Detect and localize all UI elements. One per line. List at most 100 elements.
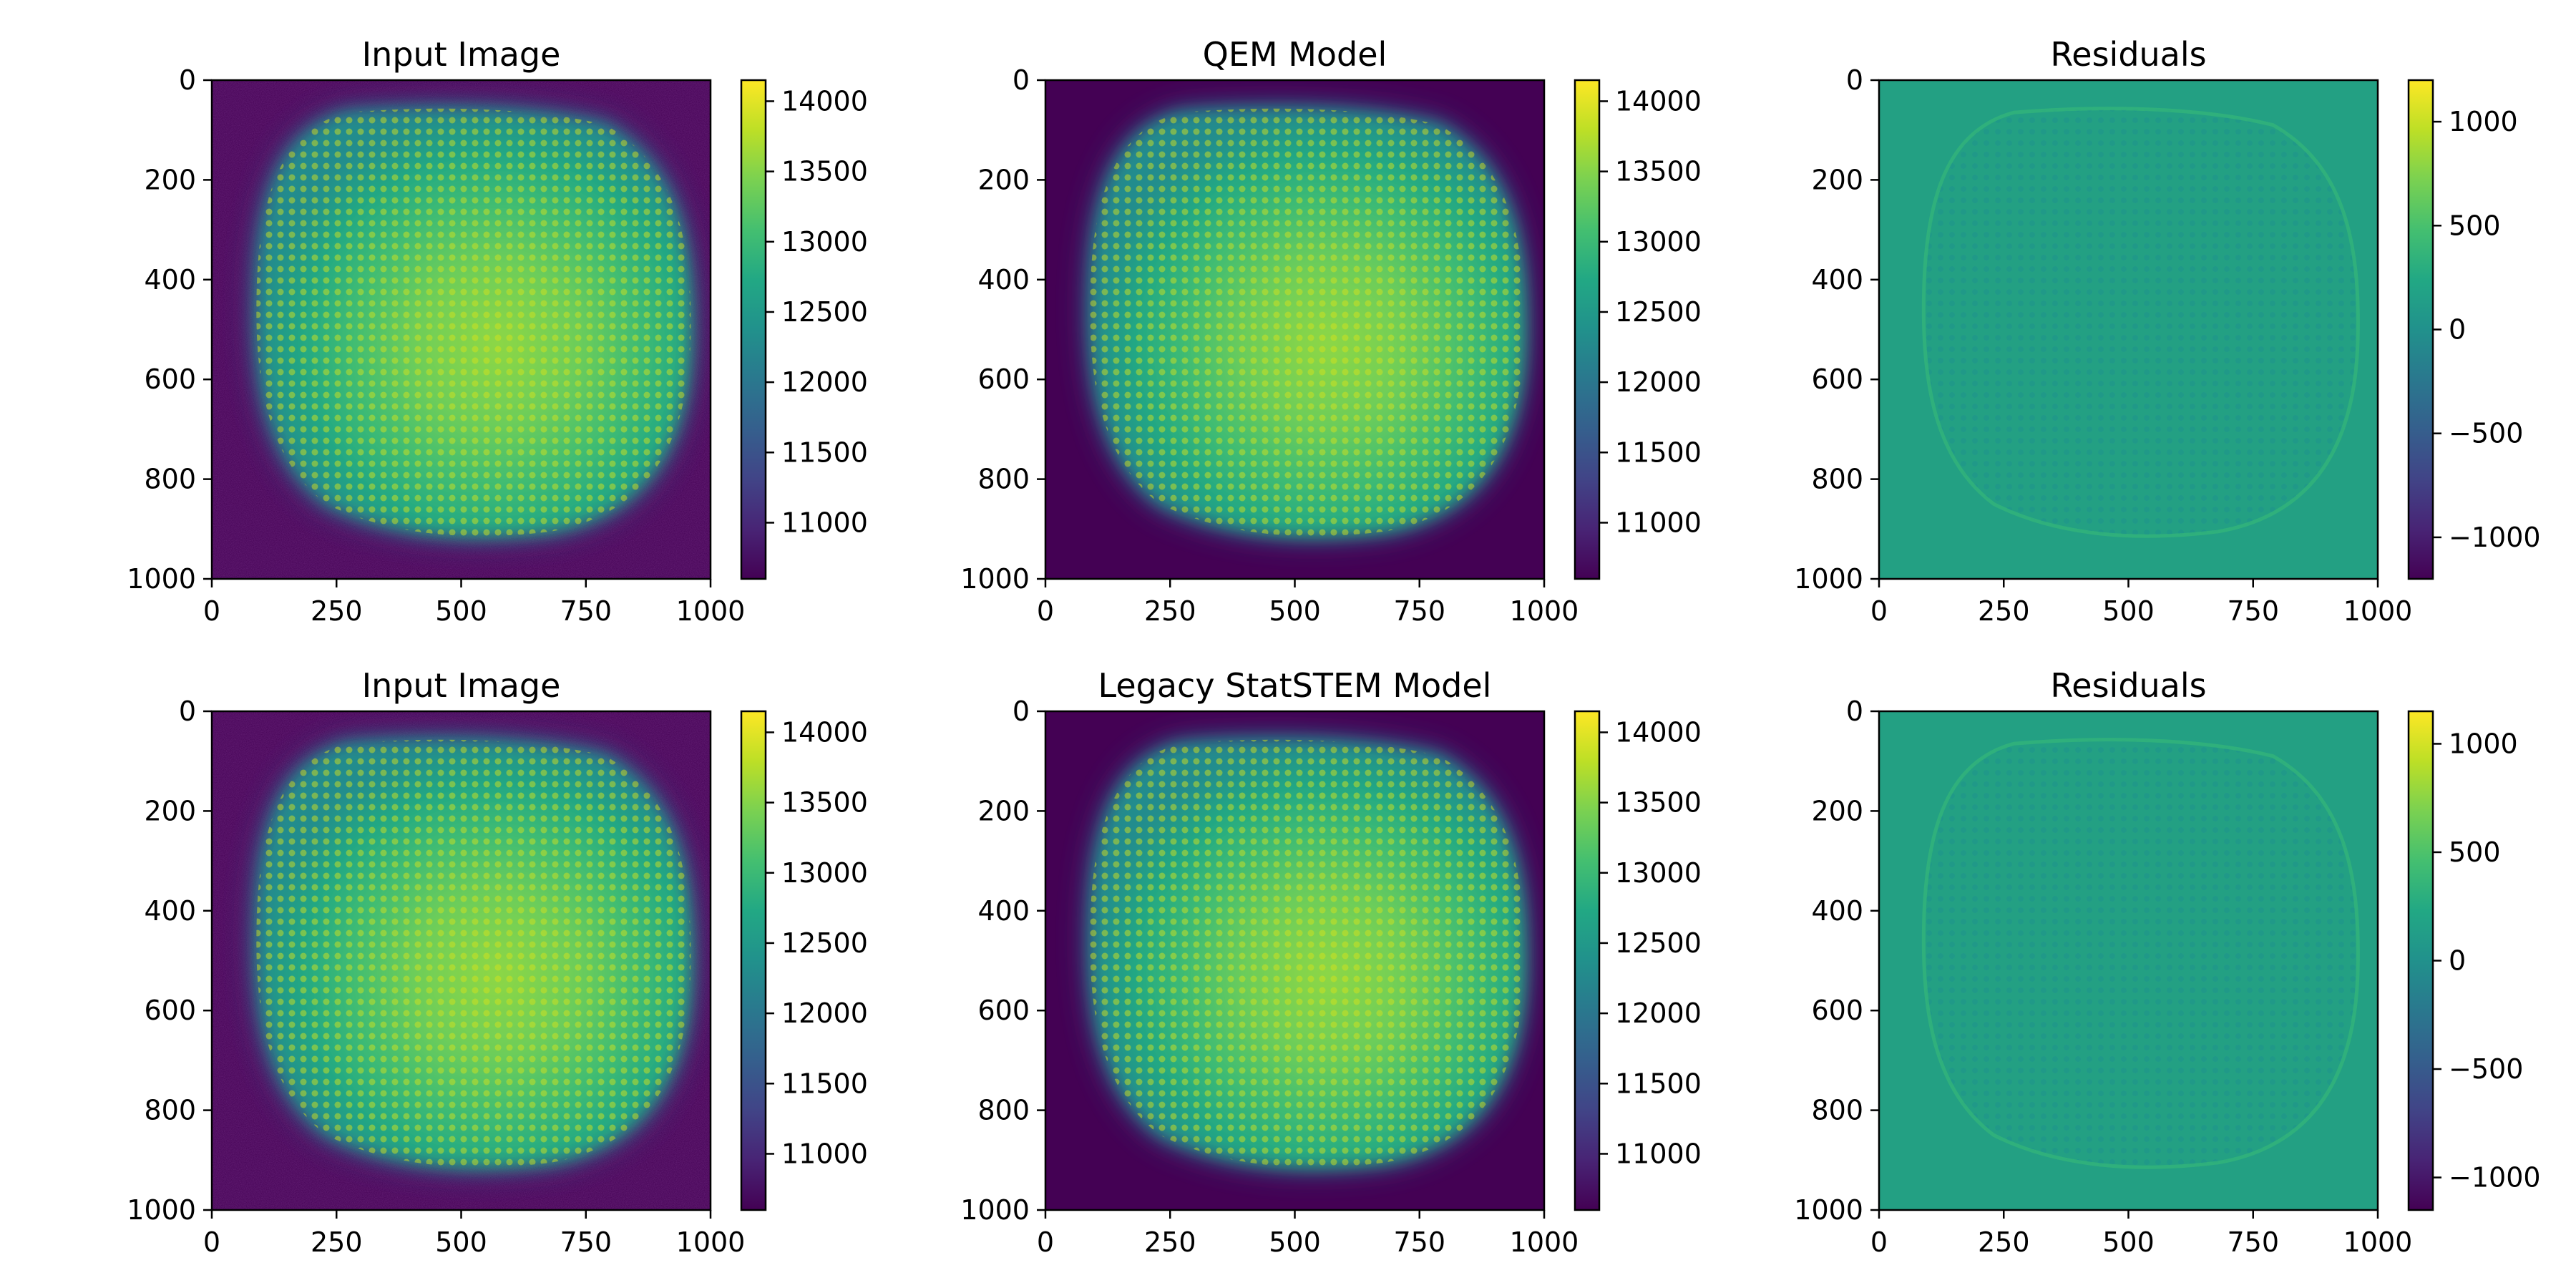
y-tick-label: 0 <box>1846 64 1863 96</box>
colorbar <box>740 79 767 580</box>
x-tick-label: 1000 <box>1510 595 1579 627</box>
x-tick-label: 1000 <box>2343 1226 2413 1258</box>
colorbar-tick-label: 0 <box>2449 945 2466 977</box>
colorbar-tick-label: 13000 <box>781 226 868 258</box>
x-tick-label: 750 <box>560 1226 612 1258</box>
colorbar <box>2407 79 2434 580</box>
x-tick-label: 250 <box>311 595 363 627</box>
x-tick-label: 0 <box>203 1226 220 1258</box>
y-tick-label: 800 <box>144 464 196 495</box>
colorbar-tick-label: 1000 <box>2449 728 2518 759</box>
y-tick-label: 200 <box>977 164 1030 195</box>
colorbar-tick-label: 11500 <box>1615 1068 1702 1099</box>
y-tick-label: 200 <box>1811 164 1863 195</box>
x-tick-label: 1000 <box>676 1226 746 1258</box>
colorbar-tick-label: 14000 <box>781 716 868 748</box>
colorbar-tick-label: 12000 <box>1615 997 1702 1029</box>
colorbar-tick-label: 13500 <box>1615 787 1702 819</box>
y-tick-label: 800 <box>1811 1095 1863 1126</box>
y-tick-label: 400 <box>977 895 1030 927</box>
x-tick-label: 0 <box>1037 1226 1054 1258</box>
y-tick-label: 0 <box>1846 696 1863 727</box>
y-tick-label: 600 <box>144 995 196 1026</box>
colorbar-tick-label: 500 <box>2449 210 2501 241</box>
y-tick-label: 1000 <box>960 1194 1030 1226</box>
x-tick-label: 500 <box>1269 595 1321 627</box>
y-tick-label: 0 <box>1013 64 1030 96</box>
colorbar-tick-label: 13500 <box>1615 156 1702 187</box>
colorbar-tick-label: 1000 <box>2449 106 2518 137</box>
y-tick-label: 400 <box>1811 264 1863 296</box>
y-tick-label: 400 <box>144 264 196 296</box>
x-tick-label: 750 <box>560 595 612 627</box>
y-tick-label: 800 <box>1811 464 1863 495</box>
x-tick-label: 0 <box>1037 595 1054 627</box>
y-tick-label: 0 <box>179 696 196 727</box>
y-tick-label: 200 <box>144 795 196 826</box>
panel-title: Residuals <box>2050 35 2206 74</box>
y-tick-label: 400 <box>144 895 196 927</box>
colorbar-tick-label: 13000 <box>1615 226 1702 258</box>
heatmap-image <box>1879 80 2378 579</box>
y-tick-label: 1000 <box>960 563 1030 595</box>
colorbar-tick-label: 11000 <box>1615 507 1702 538</box>
colorbar-tick-label: 12500 <box>781 296 868 328</box>
y-tick-label: 0 <box>1013 696 1030 727</box>
heatmap-image <box>212 80 711 579</box>
y-tick-label: 1000 <box>1794 563 1863 595</box>
y-tick-label: 800 <box>977 464 1030 495</box>
panel-title: Input Image <box>362 35 561 74</box>
panel-title: Residuals <box>2050 666 2206 705</box>
colorbar-tick-label: 13500 <box>781 787 868 819</box>
x-tick-label: 750 <box>2227 1226 2279 1258</box>
colorbar-tick-label: 11000 <box>781 1138 868 1169</box>
y-tick-label: 0 <box>179 64 196 96</box>
x-tick-label: 0 <box>1870 1226 1888 1258</box>
x-tick-label: 500 <box>2102 1226 2155 1258</box>
x-tick-label: 250 <box>1144 1226 1196 1258</box>
x-tick-label: 500 <box>435 1226 487 1258</box>
y-tick-label: 600 <box>1811 995 1863 1026</box>
y-tick-label: 400 <box>1811 895 1863 927</box>
colorbar <box>2407 710 2434 1211</box>
heatmap-image <box>1045 711 1544 1210</box>
colorbar-tick-label: 12500 <box>1615 296 1702 328</box>
y-tick-label: 200 <box>144 164 196 195</box>
x-tick-label: 250 <box>311 1226 363 1258</box>
y-tick-label: 600 <box>977 364 1030 395</box>
x-tick-label: 500 <box>1269 1226 1321 1258</box>
colorbar-tick-label: −500 <box>2449 1053 2523 1085</box>
colorbar-tick-label: 13000 <box>1615 857 1702 889</box>
colorbar-tick-label: 500 <box>2449 836 2501 868</box>
y-tick-label: 1000 <box>127 1194 196 1226</box>
colorbar-tick-label: 12000 <box>781 366 868 398</box>
colorbar-tick-label: 14000 <box>1615 85 1702 117</box>
panel-title: Legacy StatSTEM Model <box>1098 666 1492 705</box>
panel-title: QEM Model <box>1203 35 1387 74</box>
x-tick-label: 1000 <box>1510 1226 1579 1258</box>
colorbar-tick-label: −1000 <box>2449 1162 2541 1194</box>
y-tick-label: 600 <box>144 364 196 395</box>
colorbar-tick-label: 0 <box>2449 314 2466 346</box>
colorbar-tick-label: 12000 <box>1615 366 1702 398</box>
x-tick-label: 750 <box>1393 1226 1445 1258</box>
y-tick-label: 200 <box>1811 795 1863 826</box>
panel-title: Input Image <box>362 666 561 705</box>
y-tick-label: 800 <box>977 1095 1030 1126</box>
colorbar-tick-label: 13000 <box>781 857 868 889</box>
x-tick-label: 0 <box>1870 595 1888 627</box>
colorbar-tick-label: 11500 <box>1615 436 1702 468</box>
colorbar <box>1574 79 1601 580</box>
y-tick-label: 600 <box>977 995 1030 1026</box>
x-tick-label: 0 <box>203 595 220 627</box>
colorbar-tick-label: 12500 <box>781 927 868 959</box>
colorbar-tick-label: 11000 <box>781 507 868 538</box>
heatmap-image <box>1879 711 2378 1210</box>
